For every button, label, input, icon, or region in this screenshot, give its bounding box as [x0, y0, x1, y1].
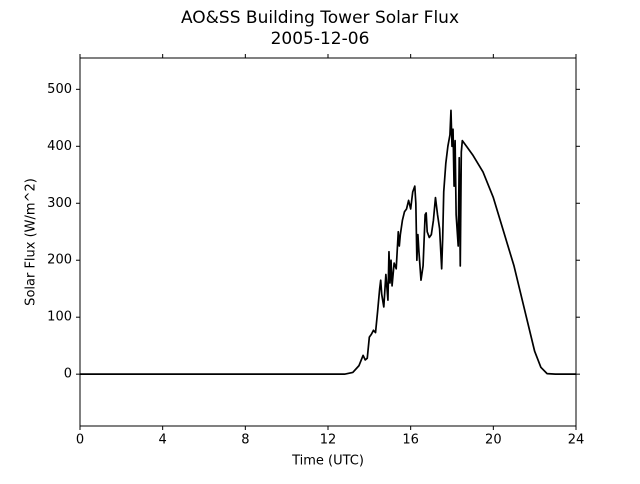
y-axis-label: Solar Flux (W/m^2): [24, 178, 39, 306]
x-tick-label: 20: [485, 433, 502, 448]
y-tick-label: 200: [47, 253, 72, 268]
x-tick-label: 8: [241, 433, 249, 448]
chart-subtitle: 2005-12-06: [271, 29, 370, 49]
x-tick-label: 4: [159, 433, 167, 448]
y-tick-label: 400: [47, 139, 72, 154]
y-tick-label: 500: [47, 82, 72, 97]
x-tick-label: 16: [402, 433, 419, 448]
y-tick-label: 0: [64, 367, 72, 382]
data-line: [80, 109, 576, 376]
chart-title: AO&SS Building Tower Solar Flux: [181, 8, 459, 28]
x-axis-label: Time (UTC): [291, 454, 364, 469]
y-tick-label: 300: [47, 196, 72, 211]
x-tick-label: 12: [320, 433, 337, 448]
x-tick-label: 0: [76, 433, 84, 448]
y-tick-label: 100: [47, 310, 72, 325]
plot-frame: [79, 57, 577, 427]
x-tick-label: 24: [568, 433, 585, 448]
